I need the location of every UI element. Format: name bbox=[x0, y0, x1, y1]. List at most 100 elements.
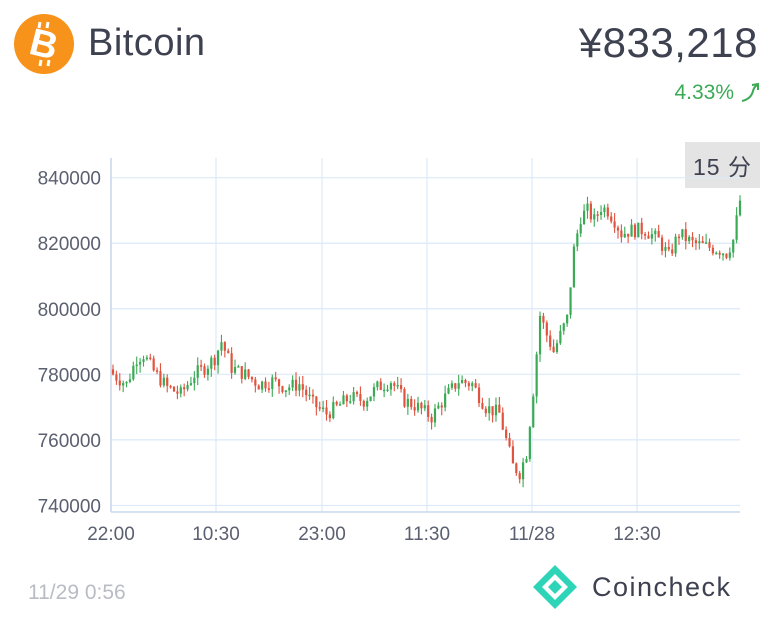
candle-body bbox=[657, 230, 660, 238]
candle-body bbox=[494, 404, 498, 416]
candle-body bbox=[135, 364, 138, 367]
candle-body bbox=[403, 389, 406, 407]
candle-body bbox=[189, 383, 193, 385]
candle-body bbox=[264, 381, 267, 389]
candle-body bbox=[684, 229, 687, 242]
candle-body bbox=[139, 361, 142, 365]
candle-body bbox=[128, 379, 132, 382]
candle-body bbox=[244, 369, 247, 379]
candle-body bbox=[627, 233, 630, 237]
candle-body bbox=[610, 216, 613, 222]
candle-body bbox=[118, 380, 121, 386]
candle-body bbox=[569, 287, 572, 315]
y-axis-tick-label: 800000 bbox=[38, 300, 101, 321]
candle-body bbox=[471, 383, 474, 387]
candle-body bbox=[525, 459, 528, 463]
y-axis-tick-label: 820000 bbox=[38, 234, 101, 255]
price-chart[interactable]: 840000 820000 800000 780000 760000 740000 22:0… bbox=[0, 140, 776, 560]
candle-body bbox=[220, 342, 223, 351]
candle-body bbox=[389, 383, 393, 390]
candle-body bbox=[677, 236, 681, 239]
candle-body bbox=[213, 357, 216, 366]
bitcoin-logo-icon: B bbox=[14, 14, 74, 74]
candle-body bbox=[359, 394, 362, 401]
candle-body bbox=[572, 246, 576, 288]
candle-body bbox=[338, 404, 342, 406]
candle-body bbox=[274, 377, 277, 380]
candle-body bbox=[521, 462, 525, 480]
candle-body bbox=[125, 381, 128, 384]
header: B Bitcoin ¥833,218 4.33% bbox=[0, 0, 776, 110]
candle-body bbox=[552, 346, 555, 352]
candle-body bbox=[603, 207, 606, 213]
candle-body bbox=[488, 406, 491, 414]
candle-body bbox=[735, 215, 738, 240]
candle-body bbox=[240, 366, 243, 379]
candle-body bbox=[613, 221, 616, 228]
bitcoin-logo-bar bbox=[38, 59, 43, 67]
x-axis-tick-label: 22:00 bbox=[87, 524, 135, 545]
candle-body bbox=[288, 387, 291, 391]
bitcoin-logo-bar bbox=[37, 21, 42, 29]
candle-body bbox=[379, 381, 382, 390]
candle-body bbox=[111, 369, 115, 375]
candle-body bbox=[193, 377, 196, 384]
candle-body bbox=[342, 395, 345, 405]
candle-body bbox=[345, 395, 348, 402]
candle-body bbox=[671, 249, 674, 254]
candle-body bbox=[616, 227, 620, 231]
candle-body bbox=[318, 407, 321, 409]
candle-body bbox=[576, 233, 579, 247]
candle-body bbox=[654, 230, 657, 235]
candle-body bbox=[698, 241, 701, 244]
candle-body bbox=[518, 473, 521, 480]
candle-body bbox=[162, 377, 165, 386]
candle-body bbox=[294, 379, 298, 391]
candle-body bbox=[122, 383, 125, 386]
candle-body bbox=[718, 252, 721, 255]
candle-body bbox=[454, 383, 457, 389]
candle-body bbox=[315, 396, 318, 408]
candle-body bbox=[467, 383, 470, 387]
candle-body bbox=[701, 241, 704, 243]
x-axis-tick-label: 12:30 bbox=[613, 524, 661, 545]
candle-body bbox=[532, 396, 535, 428]
candle-body bbox=[203, 366, 206, 375]
candle-body bbox=[332, 402, 335, 419]
candle-body bbox=[186, 384, 189, 390]
candle-body bbox=[277, 379, 281, 387]
y-axis-tick-label: 780000 bbox=[38, 365, 101, 386]
candle-body bbox=[498, 404, 501, 413]
candle-body bbox=[233, 367, 237, 373]
time-range-button[interactable]: 15 分 bbox=[685, 142, 760, 188]
candle-body bbox=[410, 398, 413, 408]
candle-body bbox=[210, 357, 213, 369]
candle-body bbox=[579, 224, 582, 234]
y-axis-tick-label: 760000 bbox=[38, 431, 101, 452]
candle-body bbox=[633, 224, 637, 238]
price-change: 4.33% bbox=[674, 78, 762, 108]
candle-body bbox=[406, 398, 409, 407]
candle-body bbox=[200, 365, 203, 367]
trend-up-curve bbox=[741, 84, 758, 102]
change-percent: 4.33% bbox=[674, 81, 734, 104]
candle-body bbox=[393, 383, 396, 386]
candle-body bbox=[155, 370, 159, 372]
candle-body bbox=[176, 391, 179, 394]
candle-body bbox=[179, 387, 182, 394]
candle-body bbox=[427, 405, 430, 417]
candle-body bbox=[325, 407, 328, 415]
candle-body bbox=[593, 214, 596, 220]
candle-body bbox=[305, 389, 308, 396]
candle-body bbox=[715, 252, 718, 255]
candle-body bbox=[149, 357, 152, 360]
candle-body bbox=[383, 389, 386, 392]
candle-body bbox=[542, 315, 545, 323]
candle-body bbox=[484, 408, 487, 414]
candle-body bbox=[413, 407, 416, 411]
candle-body bbox=[457, 383, 460, 389]
candle-body bbox=[562, 323, 565, 331]
candle-body bbox=[664, 247, 667, 251]
candle-body bbox=[508, 437, 511, 447]
candle-body bbox=[237, 366, 240, 368]
